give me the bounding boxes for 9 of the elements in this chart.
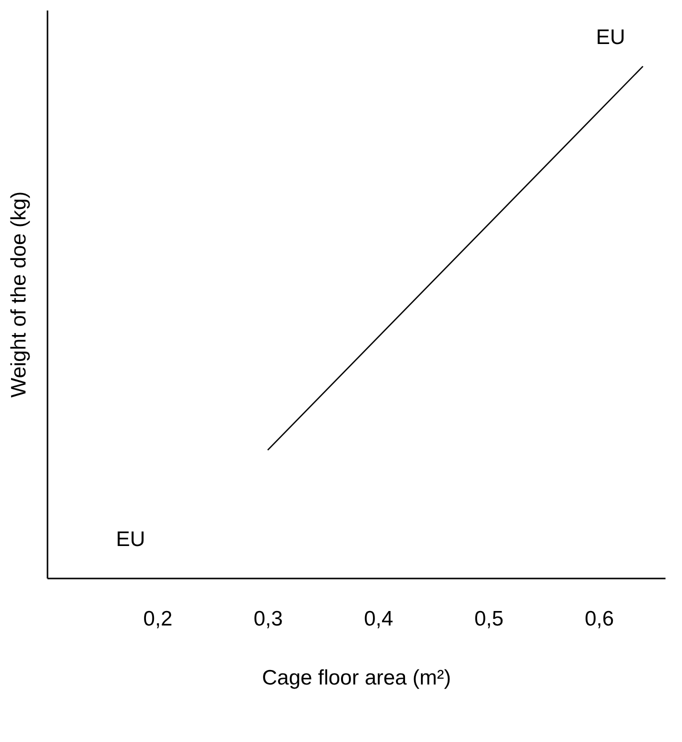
x-tick-label: 0,2 xyxy=(143,608,172,630)
x-axis-title: Cage floor area (m²) xyxy=(262,666,452,690)
x-tick-label: 0,3 xyxy=(254,608,283,630)
x-tick-label: 0,5 xyxy=(474,608,504,630)
y-axis-title: Weight of the doe (kg) xyxy=(8,191,30,398)
annotation: EU xyxy=(116,528,146,552)
x-tick-label: 0,6 xyxy=(584,608,614,630)
text: EU xyxy=(596,26,626,50)
x-tick-label: 0,4 xyxy=(364,608,394,630)
